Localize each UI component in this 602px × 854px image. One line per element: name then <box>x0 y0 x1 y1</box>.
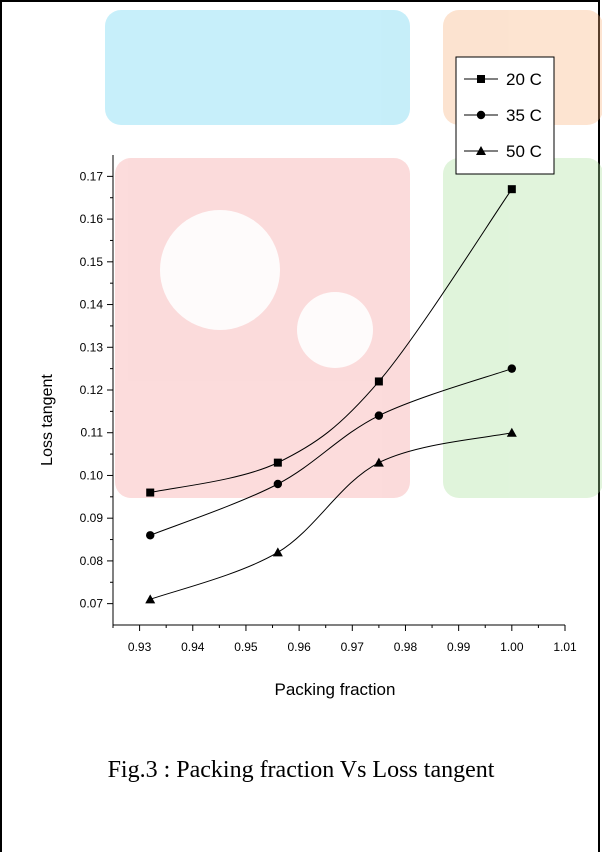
x-tick-label: 0.97 <box>341 640 365 654</box>
data-point <box>374 411 384 420</box>
watermark-blue-block <box>105 10 410 125</box>
y-tick-label: 0.16 <box>80 212 104 226</box>
series-layer <box>145 185 517 604</box>
x-tick-label: 1.00 <box>500 640 524 654</box>
axes: 0.93 0.94 0.95 0.96 0.97 0.98 0.99 1.00 1.01 0.07… <box>80 155 577 654</box>
y-tick-label: 0.08 <box>80 554 104 568</box>
legend-marker <box>477 75 485 83</box>
series-line <box>150 368 512 536</box>
watermark-green-block <box>443 158 602 498</box>
y-tick-label: 0.12 <box>80 383 104 397</box>
series-line <box>150 432 512 600</box>
chart: 0.93 0.94 0.95 0.96 0.97 0.98 0.99 1.00 1.01 0.07… <box>39 10 602 699</box>
data-point <box>146 531 155 540</box>
legend-label: 50 C <box>506 142 542 161</box>
data-point <box>507 364 517 373</box>
x-tick-label: 0.99 <box>447 640 471 654</box>
y-tick-label: 0.17 <box>80 169 104 183</box>
data-point <box>272 547 283 557</box>
figure-caption: Fig.3 : Packing fraction Vs Loss tangent <box>107 757 495 783</box>
y-tick-label: 0.10 <box>80 468 104 482</box>
data-point <box>507 185 516 194</box>
data-point <box>373 457 384 467</box>
gear-icon <box>160 210 373 368</box>
x-tick-label: 1.01 <box>553 640 577 654</box>
y-tick-label: 0.07 <box>80 597 104 611</box>
y-tick-label: 0.13 <box>80 340 104 354</box>
x-tick-label: 0.93 <box>128 640 152 654</box>
y-tick-label: 0.09 <box>80 511 104 525</box>
data-point <box>506 427 517 437</box>
watermark-logo <box>105 10 602 498</box>
data-point <box>146 488 155 497</box>
legend-label: 20 C <box>506 70 542 89</box>
y-tick-label: 0.14 <box>80 298 104 312</box>
y-tick-label: 0.11 <box>81 426 104 440</box>
x-axis-label: Packing fraction <box>275 680 396 699</box>
data-point <box>273 458 282 467</box>
series-3 <box>145 427 517 604</box>
legend-label: 35 C <box>506 106 542 125</box>
y-axis-label: Loss tangent <box>39 374 56 466</box>
data-point <box>145 594 156 604</box>
watermark-red-block <box>115 158 410 498</box>
x-tick-label: 0.94 <box>181 640 205 654</box>
data-point <box>273 479 283 489</box>
series-1 <box>146 185 516 497</box>
legend-marker <box>476 146 486 155</box>
x-tick-label: 0.95 <box>234 640 258 654</box>
x-tick-label: 0.98 <box>394 640 418 654</box>
y-tick-label: 0.15 <box>80 255 104 269</box>
series-line <box>150 188 513 494</box>
legend-marker <box>476 110 486 120</box>
x-tick-label: 0.96 <box>287 640 311 654</box>
legend: 20 C 35 C 50 C <box>455 56 555 175</box>
data-point <box>374 377 383 386</box>
series-2 <box>146 364 517 540</box>
